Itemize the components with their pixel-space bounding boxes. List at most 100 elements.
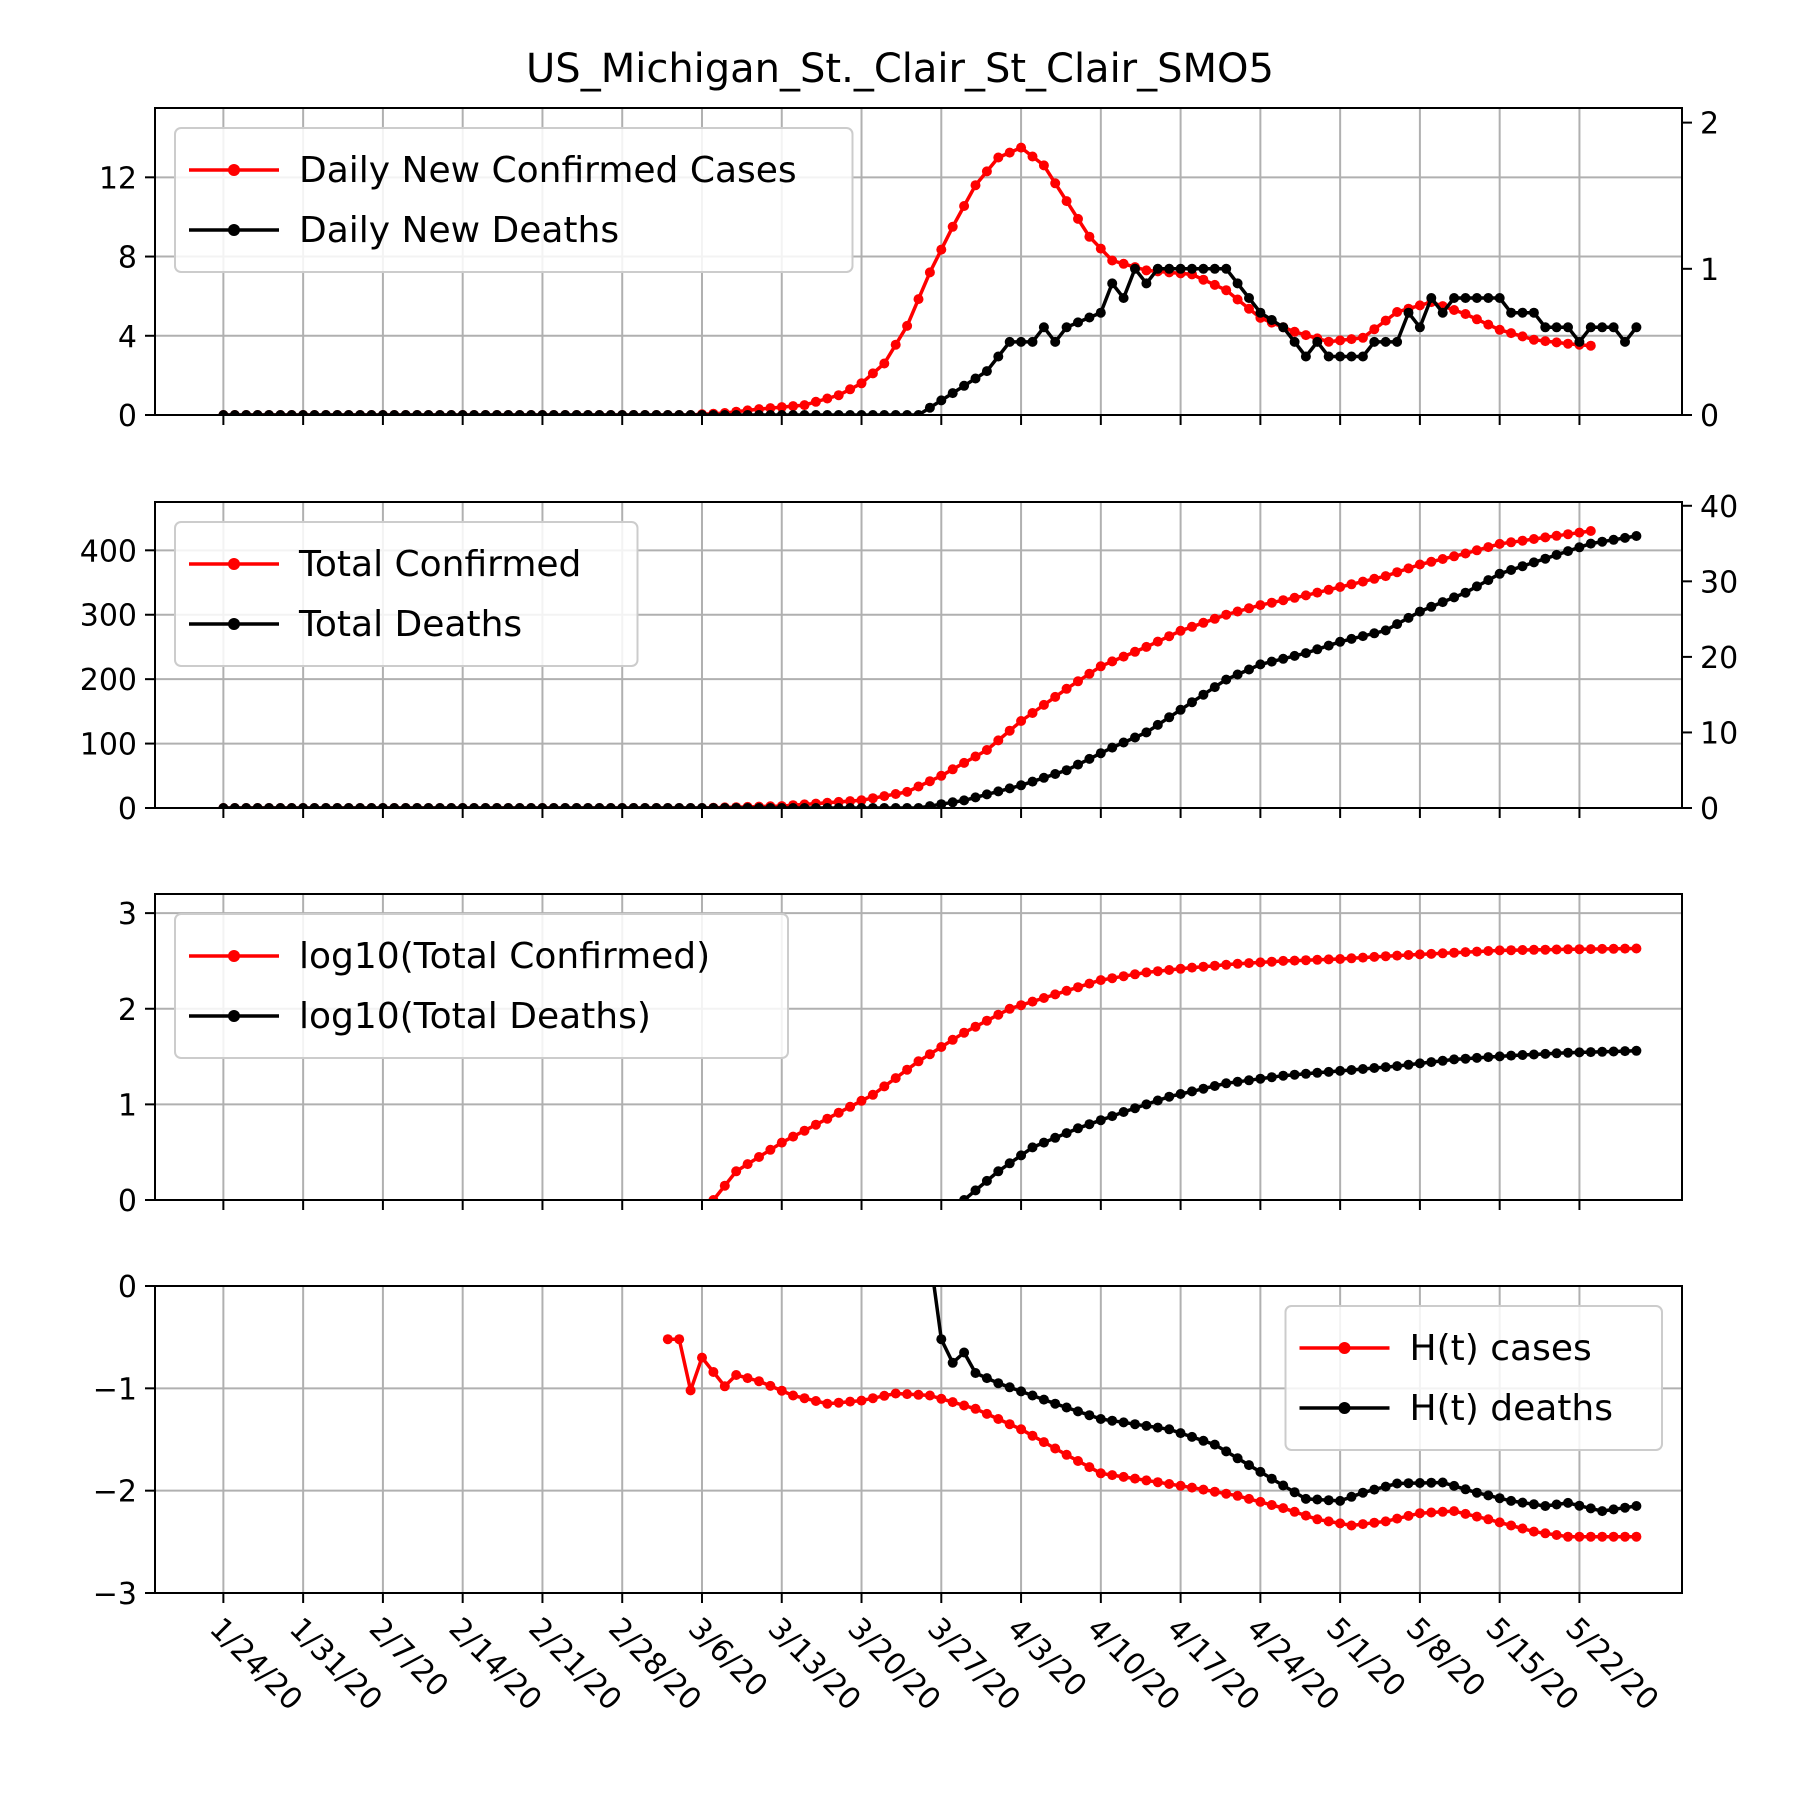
- data-point: [856, 410, 867, 415]
- data-point: [1255, 1496, 1266, 1507]
- data-point: [788, 1390, 799, 1401]
- data-point: [1540, 1048, 1551, 1059]
- data-point: [1631, 1045, 1642, 1056]
- data-point: [1061, 1449, 1072, 1460]
- data-point: [1574, 336, 1585, 347]
- data-point: [1335, 954, 1346, 964]
- data-point: [1164, 263, 1175, 274]
- data-point: [1608, 1504, 1619, 1515]
- data-point: [400, 410, 411, 415]
- data-point: [708, 410, 719, 415]
- data-point: [1528, 1499, 1539, 1510]
- data-point: [1620, 1046, 1630, 1057]
- legend-entry: log10(Total Deaths): [189, 996, 651, 1037]
- data-point: [1266, 1500, 1277, 1510]
- data-point: [708, 1367, 719, 1377]
- data-point: [1483, 319, 1494, 330]
- data-point: [788, 803, 799, 808]
- data-point: [1107, 1470, 1118, 1481]
- data-point: [1471, 581, 1482, 592]
- legend-label: Total Confirmed: [298, 544, 581, 585]
- data-point: [810, 1396, 821, 1406]
- data-point: [1118, 258, 1129, 269]
- data-point: [1004, 783, 1015, 794]
- data-point: [947, 388, 958, 399]
- data-point: [548, 803, 559, 808]
- data-point: [1585, 322, 1596, 333]
- data-point: [981, 1408, 992, 1419]
- data-point: [754, 1152, 764, 1162]
- data-point: [924, 402, 935, 413]
- data-point: [1198, 617, 1209, 628]
- data-point: [776, 803, 787, 808]
- data-point: [765, 1144, 776, 1155]
- data-point: [1152, 1477, 1163, 1488]
- data-point: [1449, 1506, 1460, 1517]
- data-point: [1528, 557, 1539, 568]
- data-point: [1369, 1484, 1380, 1495]
- data-point: [1312, 1494, 1323, 1505]
- data-point: [890, 803, 901, 808]
- data-point: [1255, 659, 1266, 670]
- legend-entry: Daily New Confirmed Cases: [189, 150, 797, 191]
- legend-label: H(t) cases: [1410, 1328, 1592, 1369]
- data-point: [1323, 351, 1334, 362]
- y-tick-label: 8: [118, 241, 137, 276]
- legend: log10(Total Confirmed) log10(Total Deaths…: [174, 913, 789, 1059]
- data-point: [1164, 1091, 1175, 1102]
- data-point: [1244, 293, 1254, 303]
- data-point: [936, 1334, 947, 1345]
- data-point: [788, 1131, 799, 1142]
- data-point: [1004, 725, 1015, 736]
- data-point: [947, 797, 958, 808]
- data-point: [1335, 1065, 1346, 1076]
- data-point: [1232, 294, 1243, 305]
- data-point: [674, 803, 685, 808]
- data-point: [856, 378, 867, 389]
- data-point: [1346, 334, 1357, 345]
- data-point: [1346, 351, 1357, 362]
- data-point: [1517, 307, 1528, 318]
- data-point: [1278, 955, 1289, 966]
- data-point: [241, 803, 252, 808]
- data-point: [1471, 314, 1482, 325]
- data-point: [560, 410, 571, 415]
- data-point: [1095, 661, 1106, 672]
- data-point: [947, 1397, 958, 1408]
- data-point: [1152, 1422, 1163, 1433]
- data-point: [1038, 1137, 1049, 1148]
- data-point: [1449, 947, 1460, 958]
- data-point: [981, 745, 992, 755]
- legend-box: [174, 521, 639, 667]
- data-point: [275, 803, 286, 808]
- data-point: [1289, 1487, 1300, 1498]
- data-point: [1073, 317, 1083, 328]
- data-point: [1027, 151, 1038, 162]
- data-point: [1608, 1046, 1619, 1057]
- data-point: [1471, 1487, 1482, 1498]
- y-tick-label: 4: [118, 320, 137, 355]
- legend: H(t) cases H(t) deaths: [1284, 1305, 1663, 1451]
- data-point: [1528, 1049, 1539, 1060]
- data-point: [1460, 548, 1471, 559]
- data-point: [959, 1400, 970, 1411]
- data-point: [434, 410, 445, 415]
- data-point: [1483, 946, 1494, 956]
- data-point: [993, 1166, 1004, 1177]
- legend-label: Daily New Confirmed Cases: [299, 150, 797, 191]
- data-point: [890, 1388, 901, 1399]
- data-point: [1289, 955, 1300, 966]
- data-point: [856, 1095, 867, 1106]
- data-point: [993, 351, 1004, 362]
- data-point: [1118, 737, 1129, 748]
- data-point: [833, 1397, 844, 1408]
- data-point: [366, 803, 377, 808]
- data-point: [708, 1195, 719, 1200]
- data-point: [286, 803, 297, 808]
- data-point: [1449, 1480, 1460, 1491]
- data-point: [526, 410, 537, 415]
- data-point: [1107, 742, 1118, 753]
- data-point: [1175, 1480, 1186, 1491]
- legend-label: H(t) deaths: [1410, 1388, 1613, 1429]
